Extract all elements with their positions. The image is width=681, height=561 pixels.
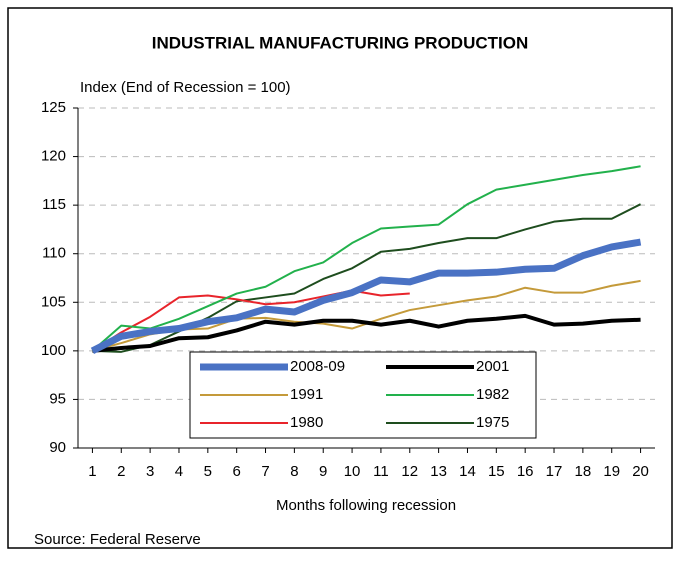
- x-tick-label: 20: [632, 463, 649, 480]
- series-line: [90, 238, 642, 354]
- y-tick-label: 95: [49, 390, 66, 407]
- x-tick-label: 9: [319, 463, 327, 480]
- legend-label: 2008-09: [290, 358, 345, 375]
- y-tick-label: 110: [42, 245, 66, 262]
- legend-label: 1980: [290, 414, 323, 431]
- x-tick-label: 6: [233, 463, 241, 480]
- chart-title: INDUSTRIAL MANUFACTURING PRODUCTION: [152, 33, 529, 52]
- y-tick-label: 120: [41, 148, 66, 165]
- x-tick-label: 5: [204, 463, 212, 480]
- legend-label: 2001: [476, 358, 509, 375]
- series-line: [92, 313, 641, 353]
- x-axis-label: Months following recession: [276, 497, 456, 514]
- x-tick-label: 14: [459, 463, 476, 480]
- legend-label: 1991: [290, 386, 323, 403]
- y-tick-label: 115: [42, 196, 66, 213]
- x-tick-label: 1: [88, 463, 96, 480]
- subtitle: Index (End of Recession = 100): [80, 79, 291, 96]
- y-tick-label: 100: [41, 342, 66, 359]
- x-tick-label: 10: [344, 463, 361, 480]
- x-tick-label: 12: [401, 463, 418, 480]
- series-line: [91, 165, 641, 352]
- x-tick-label: 8: [290, 463, 298, 480]
- x-tick-label: 7: [261, 463, 269, 480]
- legend-label: 1975: [476, 414, 509, 431]
- chart-frame: [7, 7, 673, 549]
- x-tick-label: 2: [117, 463, 125, 480]
- x-tick-label: 3: [146, 463, 154, 480]
- y-tick-label: 125: [41, 99, 66, 116]
- x-tick-label: 15: [488, 463, 505, 480]
- x-tick-label: 17: [546, 463, 563, 480]
- x-tick-label: 4: [175, 463, 183, 480]
- source: Source: Federal Reserve: [34, 531, 201, 548]
- x-tick-label: 16: [517, 463, 534, 480]
- legend: 2008-09 2001 1991 1982 1980 1975: [189, 351, 537, 439]
- y-tick-label: 90: [49, 439, 66, 456]
- y-tick-label: 105: [41, 293, 66, 310]
- legend-label: 1982: [476, 386, 509, 403]
- x-tick-label: 13: [430, 463, 447, 480]
- x-tick-label: 18: [575, 463, 592, 480]
- x-tick-label: 11: [373, 463, 389, 480]
- x-tick-label: 19: [603, 463, 620, 480]
